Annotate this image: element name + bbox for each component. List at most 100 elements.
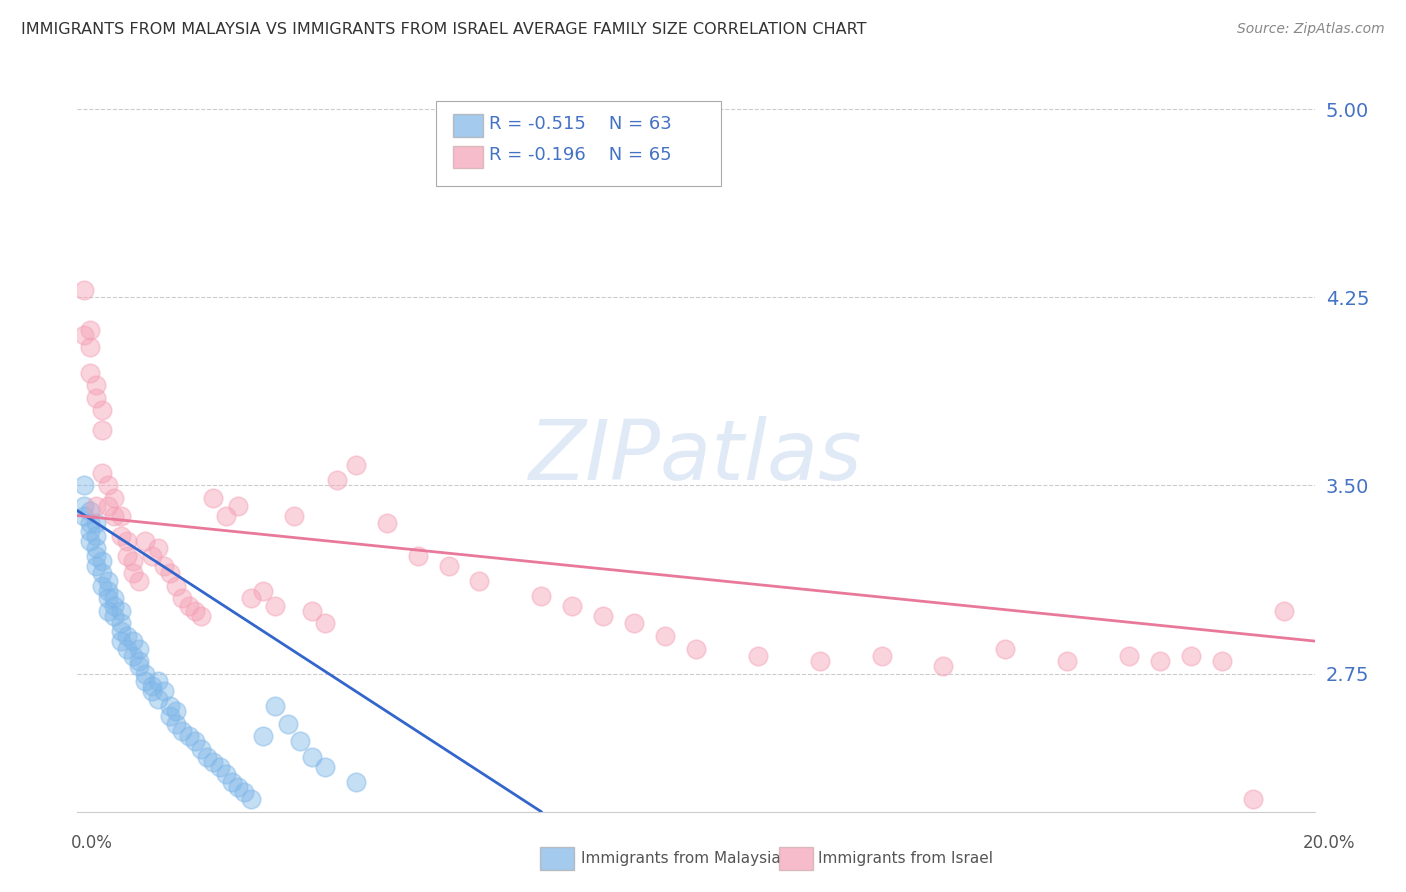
Point — [184, 734, 207, 748]
Point — [195, 749, 218, 764]
Point — [233, 784, 256, 798]
Point — [870, 649, 893, 664]
Point — [128, 641, 150, 656]
Point — [103, 491, 125, 505]
Point — [97, 499, 120, 513]
Point — [91, 579, 114, 593]
Point — [153, 684, 176, 698]
Point — [468, 574, 491, 588]
Point — [1149, 654, 1171, 668]
Point — [264, 699, 287, 714]
Point — [283, 508, 305, 523]
Point — [79, 323, 101, 337]
Point — [406, 549, 429, 563]
Text: ZIPatlas: ZIPatlas — [529, 416, 863, 497]
Point — [177, 730, 200, 744]
Text: 20.0%: 20.0% — [1302, 834, 1355, 852]
Point — [134, 533, 156, 548]
Point — [159, 709, 181, 723]
Point — [141, 684, 163, 698]
Point — [146, 541, 169, 556]
Point — [141, 549, 163, 563]
Point — [226, 499, 249, 513]
Point — [122, 634, 145, 648]
FancyBboxPatch shape — [454, 146, 484, 169]
Point — [122, 554, 145, 568]
Text: 0.0%: 0.0% — [70, 834, 112, 852]
Point — [84, 529, 107, 543]
FancyBboxPatch shape — [436, 101, 721, 186]
Point — [623, 616, 645, 631]
Point — [592, 609, 614, 624]
Point — [146, 674, 169, 689]
Point — [165, 704, 187, 718]
Point — [134, 666, 156, 681]
Point — [84, 499, 107, 513]
Point — [72, 283, 94, 297]
Text: IMMIGRANTS FROM MALAYSIA VS IMMIGRANTS FROM ISRAEL AVERAGE FAMILY SIZE CORRELATI: IMMIGRANTS FROM MALAYSIA VS IMMIGRANTS F… — [21, 22, 866, 37]
Point — [202, 491, 225, 505]
Point — [91, 566, 114, 581]
Text: Source: ZipAtlas.com: Source: ZipAtlas.com — [1237, 22, 1385, 37]
Point — [208, 759, 231, 773]
Point — [1056, 654, 1078, 668]
Point — [128, 654, 150, 668]
Point — [344, 458, 367, 473]
Point — [103, 508, 125, 523]
Point — [97, 604, 120, 618]
Point — [134, 674, 156, 689]
Point — [79, 340, 101, 354]
Point — [264, 599, 287, 613]
Point — [1180, 649, 1202, 664]
Point — [326, 474, 349, 488]
Point — [808, 654, 831, 668]
Point — [72, 499, 94, 513]
Point — [79, 533, 101, 548]
Point — [84, 516, 107, 530]
Point — [301, 604, 323, 618]
Point — [190, 609, 212, 624]
Point — [79, 524, 101, 538]
Point — [79, 366, 101, 380]
Point — [91, 423, 114, 437]
Point — [1118, 649, 1140, 664]
Point — [301, 749, 323, 764]
Point — [1241, 792, 1264, 806]
Point — [1272, 604, 1295, 618]
Point — [375, 516, 398, 530]
Point — [103, 609, 125, 624]
Point — [172, 591, 194, 606]
Point — [122, 566, 145, 581]
Point — [115, 549, 138, 563]
Point — [128, 574, 150, 588]
Point — [1211, 654, 1233, 668]
Point — [932, 659, 955, 673]
Point — [97, 583, 120, 598]
Point — [215, 767, 238, 781]
Point — [110, 604, 132, 618]
Point — [239, 591, 262, 606]
Point — [252, 583, 274, 598]
Point — [165, 717, 187, 731]
Point — [159, 566, 181, 581]
Point — [314, 616, 336, 631]
Point — [84, 558, 107, 573]
Point — [226, 780, 249, 794]
Point — [103, 591, 125, 606]
Point — [84, 378, 107, 392]
Point — [103, 599, 125, 613]
Point — [97, 591, 120, 606]
Point — [239, 792, 262, 806]
Point — [252, 730, 274, 744]
Point — [530, 589, 553, 603]
Point — [190, 742, 212, 756]
Point — [747, 649, 769, 664]
Text: R = -0.515    N = 63: R = -0.515 N = 63 — [489, 115, 672, 133]
Point — [110, 616, 132, 631]
Point — [177, 599, 200, 613]
Point — [115, 641, 138, 656]
Point — [72, 327, 94, 342]
Point — [994, 641, 1017, 656]
Point — [91, 554, 114, 568]
Point — [685, 641, 707, 656]
